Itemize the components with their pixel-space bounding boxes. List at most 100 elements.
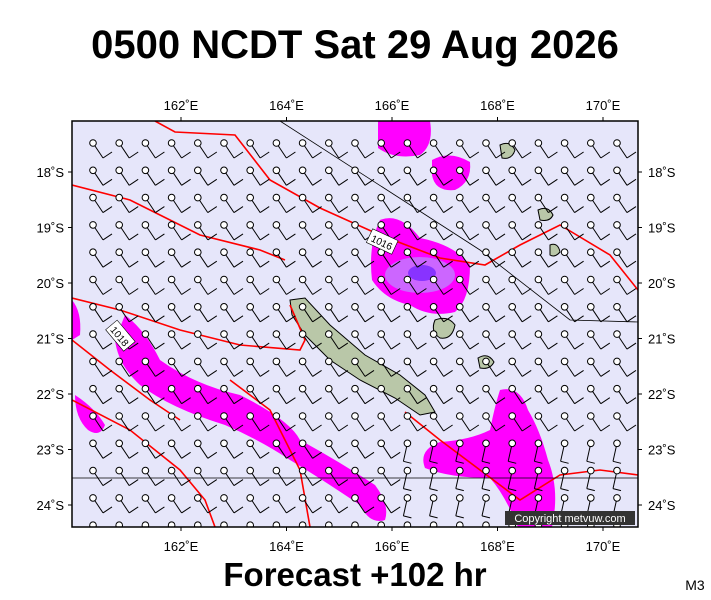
barb-station xyxy=(141,494,150,502)
barb-station xyxy=(141,412,150,420)
wind-barb xyxy=(246,412,270,432)
barb-station xyxy=(482,248,490,256)
barb-station xyxy=(351,248,359,256)
wind-barb xyxy=(272,384,296,405)
wind-barb xyxy=(640,358,662,376)
barb-shaft xyxy=(643,416,653,431)
wind-barb xyxy=(534,521,543,527)
wind-barb xyxy=(534,412,558,432)
barb-flag xyxy=(128,479,139,487)
barb-station xyxy=(298,494,307,502)
barb-station xyxy=(272,521,281,527)
barb-flag xyxy=(574,397,584,405)
barb-flag xyxy=(495,260,506,268)
barb-flag xyxy=(286,315,296,323)
barb-station xyxy=(429,330,438,338)
wind-barb xyxy=(298,275,322,295)
barb-shaft xyxy=(643,361,653,376)
wind-barb xyxy=(141,466,165,487)
barb-station xyxy=(482,439,490,448)
wind-barb xyxy=(141,412,165,432)
barb-station xyxy=(534,494,543,502)
barb-flag xyxy=(102,397,113,405)
wind-barb xyxy=(560,303,584,323)
barb-station xyxy=(560,357,569,366)
barb-station xyxy=(325,357,333,366)
barb-station xyxy=(298,139,307,147)
barb-station xyxy=(351,139,359,147)
wind-barb xyxy=(429,357,453,377)
lon-label: 162˚E xyxy=(164,98,199,113)
lat-label: 20˚S xyxy=(648,276,676,291)
barb-flag xyxy=(338,315,349,323)
wind-barb xyxy=(587,139,611,159)
barb-flag xyxy=(128,288,139,295)
barb-flag xyxy=(155,424,165,432)
lat-label: 22˚S xyxy=(648,387,676,402)
barb-station xyxy=(403,275,412,284)
barb-station xyxy=(115,248,123,256)
barb-flag xyxy=(548,342,558,350)
barb-station xyxy=(115,357,123,366)
barb-station xyxy=(141,193,150,202)
barb-station xyxy=(613,193,621,202)
wind-barb xyxy=(481,494,491,519)
barb-flag xyxy=(181,178,191,186)
lat-label: 19˚S xyxy=(37,221,65,236)
barb-station xyxy=(534,439,543,448)
lat-label: 23˚S xyxy=(37,443,65,458)
barb-flag xyxy=(128,424,139,432)
barb-station xyxy=(194,439,202,448)
wind-barb xyxy=(429,193,453,214)
barb-flag xyxy=(455,488,464,492)
barb-station xyxy=(351,521,359,527)
barb-flag xyxy=(207,151,218,159)
wind-barb xyxy=(560,466,569,492)
barb-flag xyxy=(338,233,349,241)
wind-barb xyxy=(403,330,427,350)
barb-station xyxy=(220,139,228,147)
barb-station xyxy=(429,303,438,311)
barb-flag xyxy=(103,534,112,540)
barb-station xyxy=(456,521,464,527)
barb-station xyxy=(587,330,595,338)
barb-flag xyxy=(495,151,506,159)
wind-barb xyxy=(89,412,113,432)
barb-flag xyxy=(338,260,349,268)
barb-flag xyxy=(574,151,584,159)
barb-station xyxy=(167,494,176,502)
barb-flag xyxy=(233,178,244,186)
wind-barb xyxy=(640,413,662,431)
barb-station xyxy=(220,303,228,311)
wind-barb xyxy=(560,221,584,241)
barb-station xyxy=(377,357,386,366)
barb-flag xyxy=(548,151,558,159)
barb-flag xyxy=(600,424,611,432)
barb-station xyxy=(115,221,123,229)
wind-barb xyxy=(351,357,375,377)
barb-station xyxy=(194,330,202,338)
barb-flag xyxy=(233,479,244,487)
wind-barb xyxy=(429,221,453,241)
barb-station xyxy=(194,139,202,147)
barb-station xyxy=(167,330,176,338)
barb-station xyxy=(220,248,228,256)
wind-barb xyxy=(508,139,532,159)
barb-station xyxy=(89,412,97,420)
barb-station xyxy=(298,193,307,202)
barb-station xyxy=(89,248,97,256)
barb-station xyxy=(298,330,307,338)
barb-station xyxy=(587,303,595,311)
wind-barb xyxy=(613,412,637,432)
barb-station xyxy=(456,494,464,502)
barb-flag xyxy=(207,397,218,405)
barb-flag xyxy=(469,178,480,186)
barb-flag xyxy=(364,397,375,405)
wind-barb xyxy=(89,494,113,514)
barb-station xyxy=(115,139,123,147)
wind-barb xyxy=(298,166,322,186)
wind-barb xyxy=(246,193,270,214)
barb-flag xyxy=(626,397,637,405)
wind-barb xyxy=(587,412,611,432)
barb-station xyxy=(351,384,359,393)
